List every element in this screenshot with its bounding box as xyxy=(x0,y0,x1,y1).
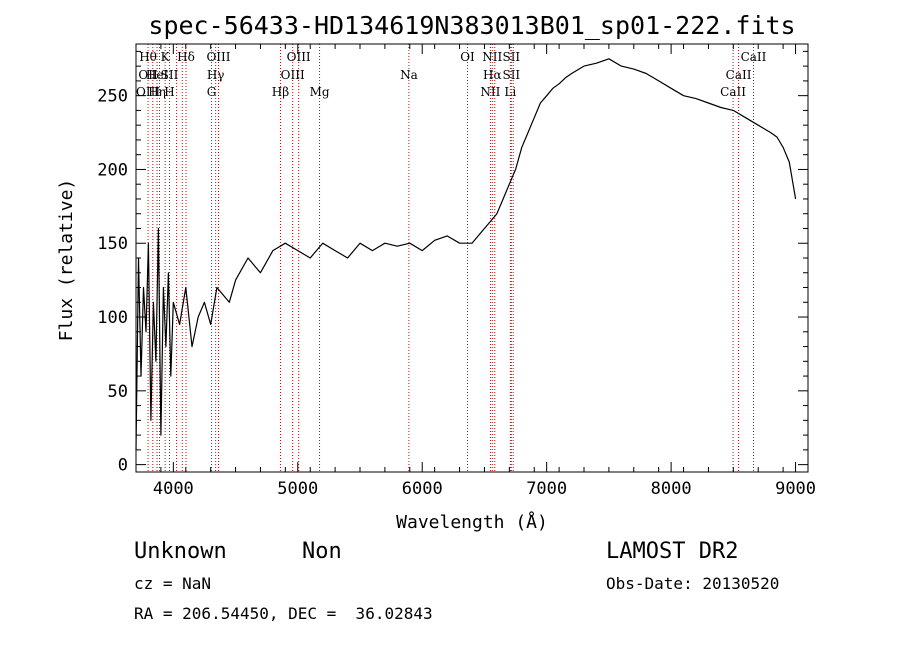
line-label-5-2: H xyxy=(164,85,174,99)
line-label-2-2: Hη xyxy=(148,85,166,99)
y-tick-label-5: 250 xyxy=(97,87,128,107)
x-tick-label-5: 9000 xyxy=(775,479,816,499)
x-tick-label-1: 5000 xyxy=(277,479,318,499)
class-label: Unknown xyxy=(134,539,227,564)
obs-date-label: Obs-Date: 20130520 xyxy=(606,574,780,593)
line-label-8-0: Hδ xyxy=(177,50,195,64)
line-label-14-0: OIII xyxy=(287,50,311,64)
line-label-25-1: CaII xyxy=(726,68,752,82)
line-label-4-0: K xyxy=(161,50,171,64)
x-tick-label-2: 6000 xyxy=(402,479,443,499)
line-label-9-2: G xyxy=(207,85,217,99)
line-label-18-2: NII xyxy=(480,85,500,99)
y-tick-label-1: 50 xyxy=(108,382,128,402)
y-tick-label-2: 100 xyxy=(97,308,128,328)
line-label-11-0: OIII xyxy=(206,50,230,64)
line-label-17-0: OI xyxy=(460,50,475,64)
line-label-19-0: NII xyxy=(482,50,502,64)
x-axis-label: Wavelength (Å) xyxy=(396,511,548,533)
line-label-21-2: Li xyxy=(504,85,516,99)
line-label-12-2: Hβ xyxy=(272,85,289,99)
spectrum-series xyxy=(135,58,797,450)
y-tick-label-0: 0 xyxy=(118,456,128,476)
line-label-2-1: HeI xyxy=(146,68,169,82)
line-label-10-1: Hγ xyxy=(207,68,225,82)
plot-frame xyxy=(135,43,809,473)
x-tick-label-0: 4000 xyxy=(153,479,194,499)
x-tick-label-3: 7000 xyxy=(526,479,567,499)
y-axis-label: Flux (relative) xyxy=(56,179,77,342)
line-label-0-0: Hθ xyxy=(139,50,157,64)
line-label-24-2: CaII xyxy=(720,85,746,99)
coords-label: RA = 206.54450, DEC = 36.02843 xyxy=(134,604,433,623)
line-label-15-2: Mg xyxy=(310,85,330,99)
line-label-19-1: Hα xyxy=(483,68,502,82)
y-tick-label-3: 150 xyxy=(97,234,128,254)
line-label-22-1: SII xyxy=(502,68,520,82)
line-label-13-1: OIII xyxy=(281,68,305,82)
y-tick-label-4: 200 xyxy=(97,160,128,180)
survey-label: LAMOST DR2 xyxy=(606,539,739,564)
subclass-label: Non xyxy=(302,539,342,564)
chart-title: spec-56433-HD134619N383013B01_sp01-222.f… xyxy=(148,11,795,40)
line-label-22-0: SII xyxy=(502,50,520,64)
x-tick-label-4: 8000 xyxy=(651,479,692,499)
cz-label: cz = NaN xyxy=(134,574,212,593)
line-label-26-0: CaII xyxy=(741,50,767,64)
line-label-5-1: SII xyxy=(161,68,179,82)
plot-area: HθOIIOIIIHeIHηKSIIHHδGHγOIIIHβOIIIOIIIMg… xyxy=(97,43,816,499)
line-label-16-1: Na xyxy=(400,68,418,82)
